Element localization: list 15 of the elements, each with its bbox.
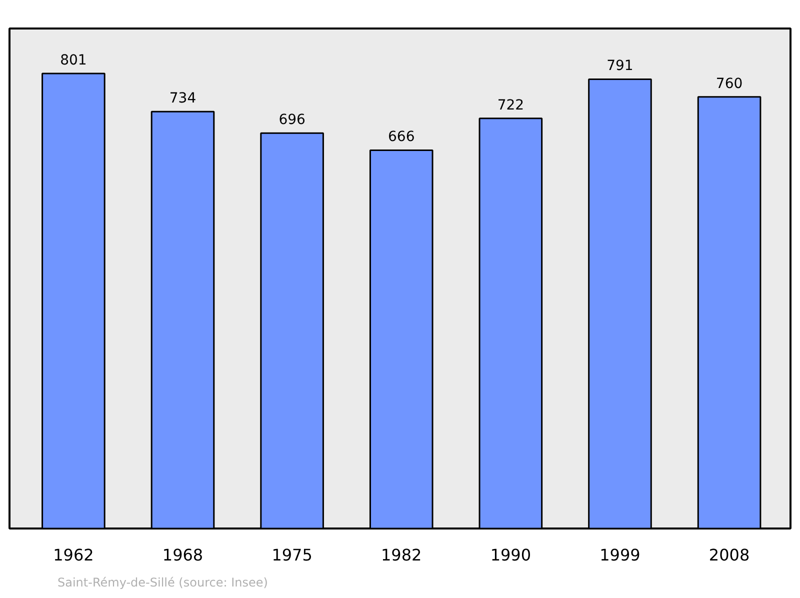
data-label: 722 (497, 97, 524, 114)
data-label: 760 (716, 76, 743, 92)
x-tick-label: 1990 (490, 546, 532, 564)
x-tick-label: 2008 (708, 546, 750, 564)
x-tick-label: 1962 (53, 546, 94, 564)
x-tick-label: 1982 (381, 546, 422, 564)
x-tick-label: 1968 (162, 546, 204, 564)
text: Saint-Rémy-de-Sillé (source: Insee) (58, 576, 268, 590)
data-label: 666 (388, 129, 415, 146)
data-label: 791 (606, 58, 634, 74)
data-label: 696 (278, 112, 306, 128)
x-tick-label: 1975 (272, 546, 312, 564)
data-label: 734 (169, 90, 196, 107)
x-tick-label: 1999 (600, 546, 640, 564)
data-label: 801 (60, 52, 87, 69)
